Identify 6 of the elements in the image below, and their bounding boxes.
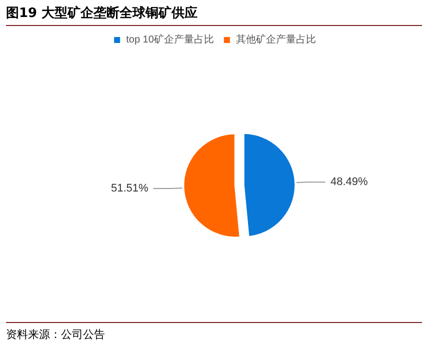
data-label: 51.51% xyxy=(110,182,148,195)
text: 资料来源：公司公告 xyxy=(6,322,422,342)
data-label: 48.49% xyxy=(330,176,368,188)
legend-label: 其他矿企产量占比 xyxy=(236,34,316,46)
chart-title: 图19 大型矿企垄断全球铜矿供应 xyxy=(6,4,422,26)
legend-label: top 10矿企产量占比 xyxy=(126,34,214,46)
